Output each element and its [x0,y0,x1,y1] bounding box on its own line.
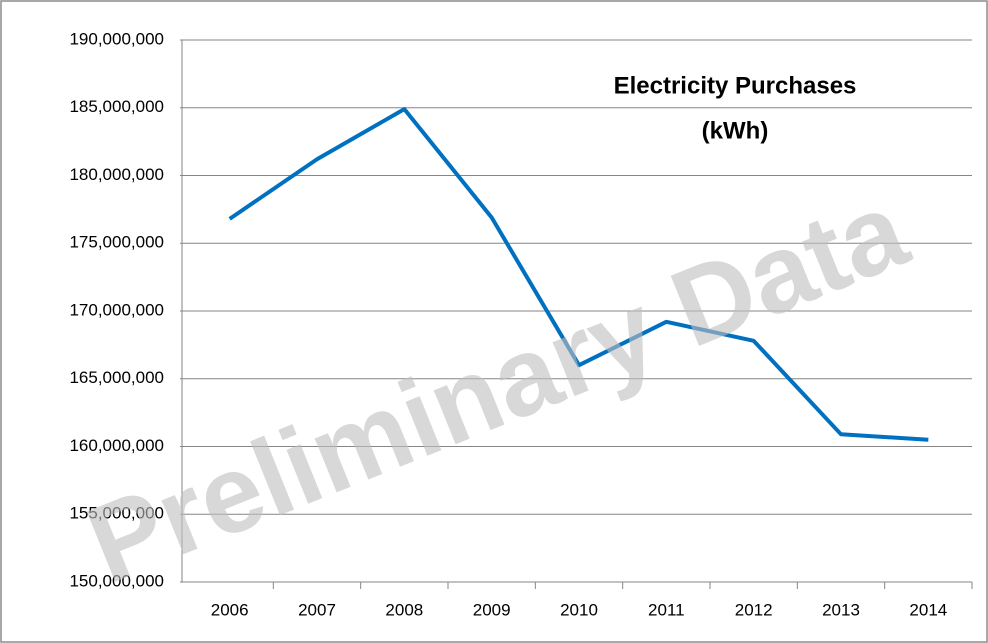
chart-title: Electricity Purchases [614,72,857,99]
y-tick-label: 170,000,000 [69,300,164,319]
y-tick-label: 160,000,000 [69,436,164,455]
x-tick-label: 2006 [211,600,249,619]
chart-title: (kWh) [702,117,769,144]
x-tick-label: 2008 [385,600,423,619]
x-tick-label: 2007 [298,600,336,619]
y-tick-label: 155,000,000 [69,504,164,523]
data-line [228,107,929,442]
y-tick-label: 150,000,000 [69,571,164,590]
x-tick-label: 2012 [735,600,773,619]
y-tick-label: 190,000,000 [69,29,164,48]
x-tick-label: 2013 [822,600,860,619]
y-tick-label: 180,000,000 [69,165,164,184]
x-tick-label: 2010 [560,600,598,619]
x-tick-label: 2011 [648,600,685,619]
y-tick-label: 185,000,000 [69,97,164,116]
y-tick-label: 165,000,000 [69,368,164,387]
x-tick-label: 2009 [473,600,511,619]
y-tick-label: 175,000,000 [69,233,164,252]
x-tick-label: 2014 [909,600,947,619]
